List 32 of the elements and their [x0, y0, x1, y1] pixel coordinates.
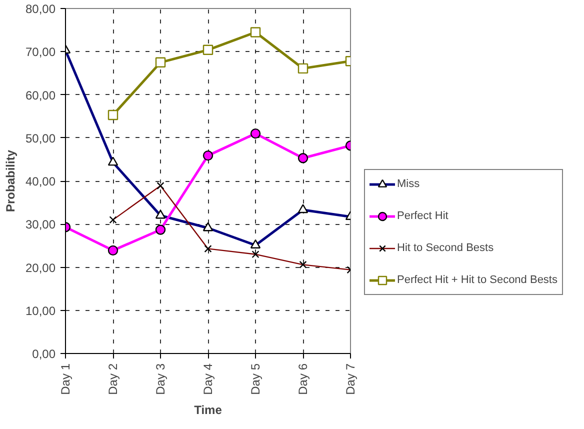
point	[250, 27, 261, 38]
point	[202, 150, 214, 161]
legend-label: Hit to Second Bests	[397, 242, 494, 254]
y-tick-label: 80,00	[25, 2, 56, 16]
point	[298, 63, 308, 74]
point	[108, 110, 118, 120]
x-tick-label: Day 4	[201, 363, 215, 395]
y-tick-label: 0,00	[32, 347, 56, 361]
y-tick-label: 20,00	[25, 260, 56, 275]
y-tick-label: 60,00	[25, 88, 56, 102]
x-tick-label: Day 3	[154, 363, 168, 395]
x-tick-label: Day 2	[106, 363, 120, 395]
y-tick-label: 30,00	[25, 218, 56, 232]
point	[202, 44, 214, 55]
y-axis-title: Probability	[3, 150, 18, 212]
legend-label: Perfect Hit + Hit to Second Bests	[397, 274, 558, 286]
legend-label: Perfect Hit	[397, 210, 448, 222]
point	[298, 153, 308, 164]
point	[108, 245, 118, 256]
y-tick-label: 50,00	[25, 131, 56, 146]
y-tick-label: 40,00	[25, 174, 56, 188]
point	[250, 128, 261, 139]
y-tick-label: 10,00	[25, 304, 56, 318]
x-axis-title: Time	[194, 402, 222, 417]
legend-label: Miss	[397, 178, 420, 190]
point	[155, 224, 166, 235]
x-tick-label: Day 5	[248, 363, 262, 395]
x-tick-label: Day 7	[344, 363, 358, 395]
x-tick-label: Day 6	[296, 363, 310, 395]
point	[155, 57, 166, 68]
y-tick-label: 70,00	[25, 45, 56, 60]
x-tick-label: Day 1	[58, 363, 72, 395]
